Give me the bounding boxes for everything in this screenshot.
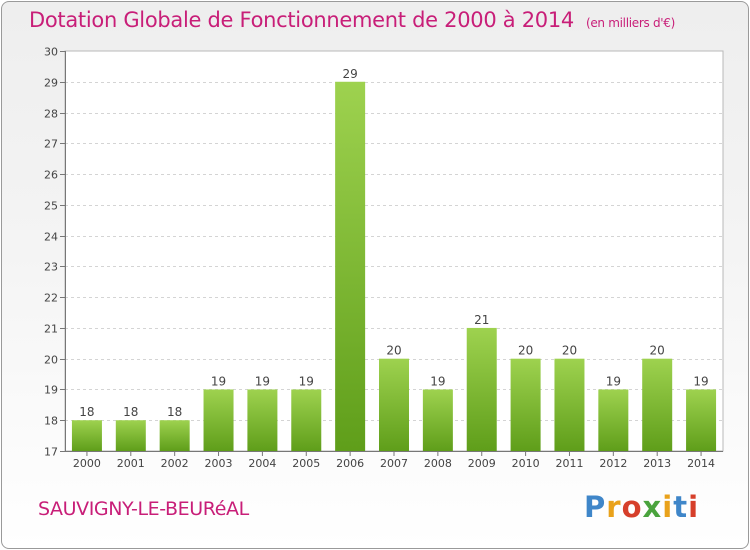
bar-value-label: 19 <box>606 374 621 388</box>
x-tick-label: 2007 <box>380 457 408 470</box>
logo-letter: i <box>688 490 700 524</box>
logo-letter: i <box>662 490 674 524</box>
bar <box>203 389 234 451</box>
x-tick-label: 2010 <box>512 457 540 470</box>
logo-letter: x <box>642 490 663 524</box>
y-tick-label: 18 <box>44 415 58 428</box>
logo-letter: o <box>621 490 643 524</box>
bar <box>466 327 497 451</box>
bar <box>291 389 322 451</box>
proxiti-logo: Proxiti <box>584 490 699 524</box>
logo-letter: t <box>673 490 689 524</box>
x-tick-label: 2000 <box>73 457 101 470</box>
bar-value-label: 20 <box>518 344 533 358</box>
y-tick-label: 30 <box>44 46 58 59</box>
x-tick-label: 2008 <box>424 457 452 470</box>
bar <box>159 420 190 451</box>
y-tick-label: 29 <box>44 77 58 90</box>
bar-value-label: 20 <box>562 344 577 358</box>
x-tick-label: 2009 <box>468 457 496 470</box>
x-tick-label: 2001 <box>117 457 145 470</box>
y-tick-label: 17 <box>44 446 58 459</box>
bar-value-label: 19 <box>255 374 270 388</box>
bar-value-label: 20 <box>386 344 401 358</box>
bar-value-label: 19 <box>430 374 445 388</box>
bar-value-label: 19 <box>211 374 226 388</box>
bar-value-label: 21 <box>474 313 489 327</box>
x-tick-label: 2005 <box>292 457 320 470</box>
bar <box>598 389 629 451</box>
x-tick-label: 2014 <box>687 457 715 470</box>
x-tick-label: 2011 <box>555 457 583 470</box>
bar-value-label: 19 <box>693 374 708 388</box>
bar <box>379 358 409 451</box>
y-tick-label: 28 <box>44 108 58 121</box>
place-name: SAUVIGNY-LE-BEURéAL <box>38 498 249 520</box>
bar <box>642 358 673 451</box>
x-tick-label: 2012 <box>599 457 627 470</box>
logo-letter: r <box>606 490 622 524</box>
y-tick-label: 20 <box>44 354 58 367</box>
chart-title-text: Dotation Globale de Fonctionnement de 20… <box>29 8 574 32</box>
bar <box>247 389 278 451</box>
bar <box>554 358 585 451</box>
x-tick-label: 2003 <box>205 457 233 470</box>
bar <box>71 420 102 451</box>
unit-note: (en milliers d'€) <box>585 16 675 30</box>
chart-title: Dotation Globale de Fonctionnement de 20… <box>29 8 675 32</box>
x-tick-label: 2006 <box>336 457 364 470</box>
x-tick-label: 2004 <box>248 457 276 470</box>
bar <box>510 358 541 451</box>
logo-letter: P <box>584 490 607 524</box>
y-tick-label: 19 <box>44 384 58 397</box>
bar-value-label: 20 <box>650 344 665 358</box>
y-tick-label: 27 <box>44 138 58 151</box>
bar-value-label: 29 <box>342 67 357 81</box>
bar-value-label: 19 <box>299 374 314 388</box>
y-tick-label: 21 <box>44 323 58 336</box>
bar <box>422 389 453 451</box>
bar-value-label: 18 <box>167 405 182 419</box>
y-tick-label: 22 <box>44 292 58 305</box>
bar <box>686 389 717 451</box>
y-tick-label: 24 <box>44 231 58 244</box>
y-tick-label: 23 <box>44 261 58 274</box>
bar-value-label: 18 <box>123 405 138 419</box>
y-tick-label: 26 <box>44 169 58 182</box>
bar <box>115 420 146 451</box>
y-tick-label: 25 <box>44 200 58 213</box>
bar-value-label: 18 <box>79 405 94 419</box>
x-tick-label: 2002 <box>161 457 189 470</box>
bar <box>335 81 366 452</box>
x-tick-label: 2013 <box>643 457 671 470</box>
